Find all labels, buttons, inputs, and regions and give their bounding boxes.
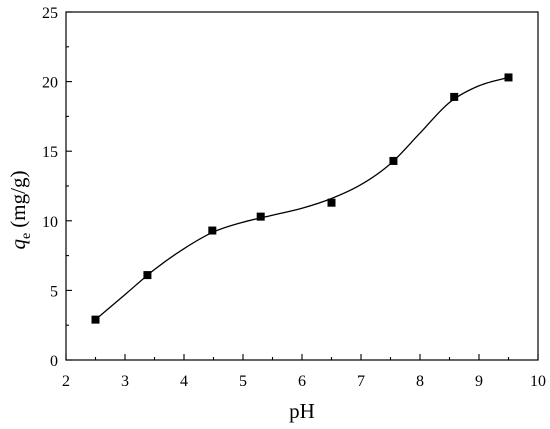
data-point-marker	[208, 226, 217, 235]
y-axis-ticks: 0 5 10 15 20 25	[42, 5, 72, 370]
x-tick-label: 6	[298, 373, 306, 390]
y-axis-title-subscript: e	[19, 233, 34, 239]
x-tick-label: 7	[357, 373, 365, 390]
x-tick-label: 2	[62, 373, 70, 390]
data-point-marker	[143, 271, 152, 280]
x-tick-label: 10	[530, 373, 546, 390]
x-axis-ticks: 2 3 4 5 6 7 8 9 10	[62, 354, 546, 390]
plot-area	[65, 11, 539, 361]
y-tick-label: 5	[50, 283, 58, 300]
y-axis-title-symbol: q	[6, 238, 30, 249]
x-tick-label: 9	[475, 373, 483, 390]
y-tick-label: 25	[42, 5, 58, 22]
fit-curve	[95, 76, 509, 321]
y-tick-label: 15	[42, 144, 58, 161]
data-point-marker	[327, 198, 336, 207]
data-point-marker	[256, 212, 265, 221]
plot-frame	[65, 11, 539, 361]
x-axis-title: pH	[289, 399, 315, 423]
y-tick-label: 20	[42, 75, 58, 92]
y-tick-label: 10	[42, 214, 58, 231]
x-tick-label: 4	[180, 373, 188, 390]
data-point-marker	[504, 73, 513, 82]
data-point-marker	[91, 315, 100, 324]
data-point-marker	[389, 156, 398, 165]
data-point-marker	[450, 92, 459, 101]
fit-curve-layer	[95, 76, 509, 321]
x-tick-label: 8	[416, 373, 424, 390]
y-tick-label: 0	[50, 353, 58, 370]
marker-layer	[91, 73, 513, 324]
x-tick-label: 5	[239, 373, 247, 390]
y-axis-title: qe (mg/g)	[6, 171, 34, 250]
x-tick-label: 3	[121, 373, 129, 390]
y-axis-title-unit: (mg/g)	[6, 171, 30, 228]
